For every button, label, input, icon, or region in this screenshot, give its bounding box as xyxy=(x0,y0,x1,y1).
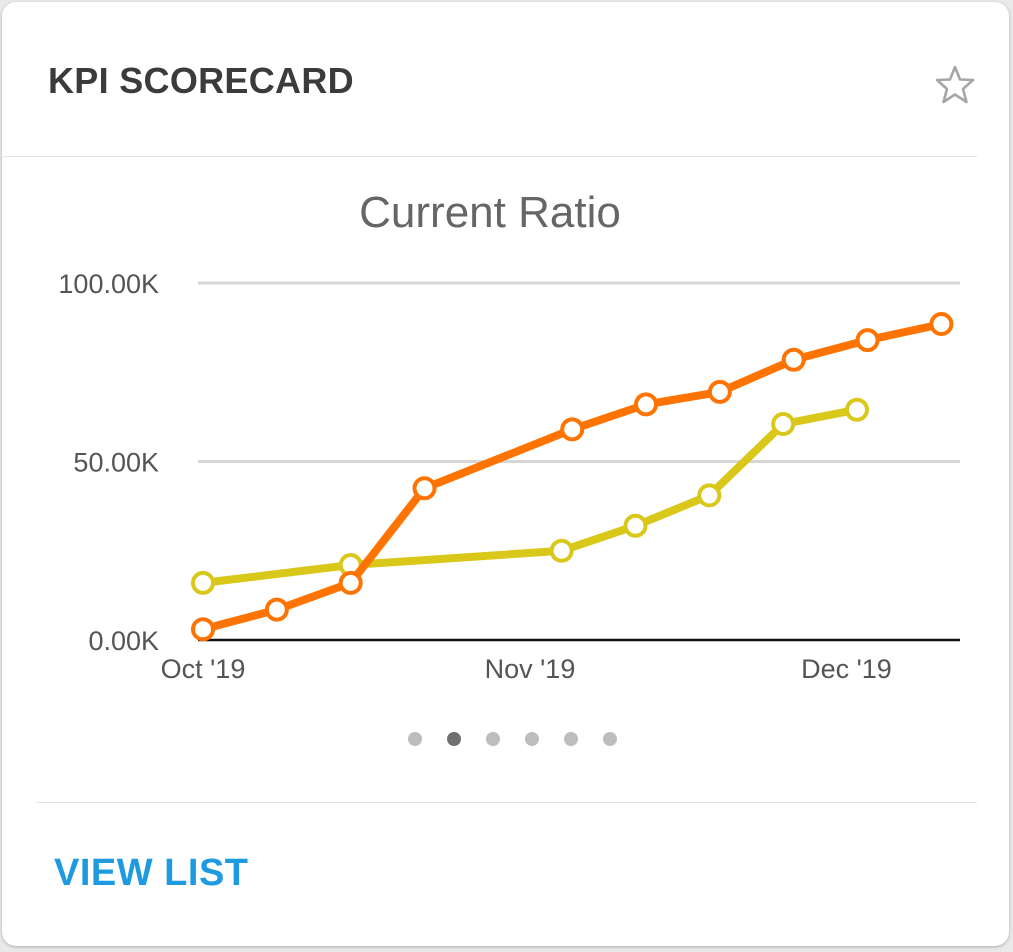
y-tick-label: 0.00K xyxy=(88,626,159,656)
data-point xyxy=(412,476,437,501)
carousel-pager xyxy=(408,732,617,748)
y-tick-label: 100.00K xyxy=(58,269,159,299)
data-point xyxy=(707,379,732,404)
x-tick-label: Oct '19 xyxy=(161,654,246,684)
card-title: KPI SCORECARD xyxy=(48,60,354,101)
data-point xyxy=(781,347,806,372)
data-point xyxy=(929,312,954,337)
footer-divider xyxy=(36,802,977,803)
star-icon[interactable] xyxy=(932,62,978,108)
current-ratio-line-chart: 0.00K 50.00K 100.00K Oct '19 Nov '19 Dec '19 xyxy=(58,269,960,684)
data-point xyxy=(264,597,289,622)
pager-dot[interactable] xyxy=(564,732,578,746)
pager-dot[interactable] xyxy=(486,732,500,746)
series-line xyxy=(199,405,861,587)
y-tick-label: 50.00K xyxy=(73,448,159,478)
view-list-link[interactable]: VIEW LIST xyxy=(54,852,249,894)
data-point xyxy=(191,617,215,642)
data-point xyxy=(697,483,722,508)
pager-dot[interactable] xyxy=(603,732,617,746)
data-point xyxy=(634,392,659,417)
data-point xyxy=(191,570,215,595)
header-divider xyxy=(2,156,977,157)
data-point xyxy=(855,328,880,353)
data-point xyxy=(845,397,869,422)
data-point xyxy=(338,570,363,595)
pager-dot[interactable] xyxy=(447,732,461,746)
x-tick-label: Nov '19 xyxy=(485,654,576,684)
series-line xyxy=(199,320,946,634)
data-point xyxy=(560,417,585,442)
chart-title: Current Ratio xyxy=(359,188,621,237)
pager-dot[interactable] xyxy=(408,732,422,746)
pager-dot[interactable] xyxy=(525,732,539,746)
data-point xyxy=(623,513,648,538)
x-tick-label: Dec '19 xyxy=(801,654,892,684)
data-point xyxy=(549,538,574,563)
data-point xyxy=(771,412,796,437)
